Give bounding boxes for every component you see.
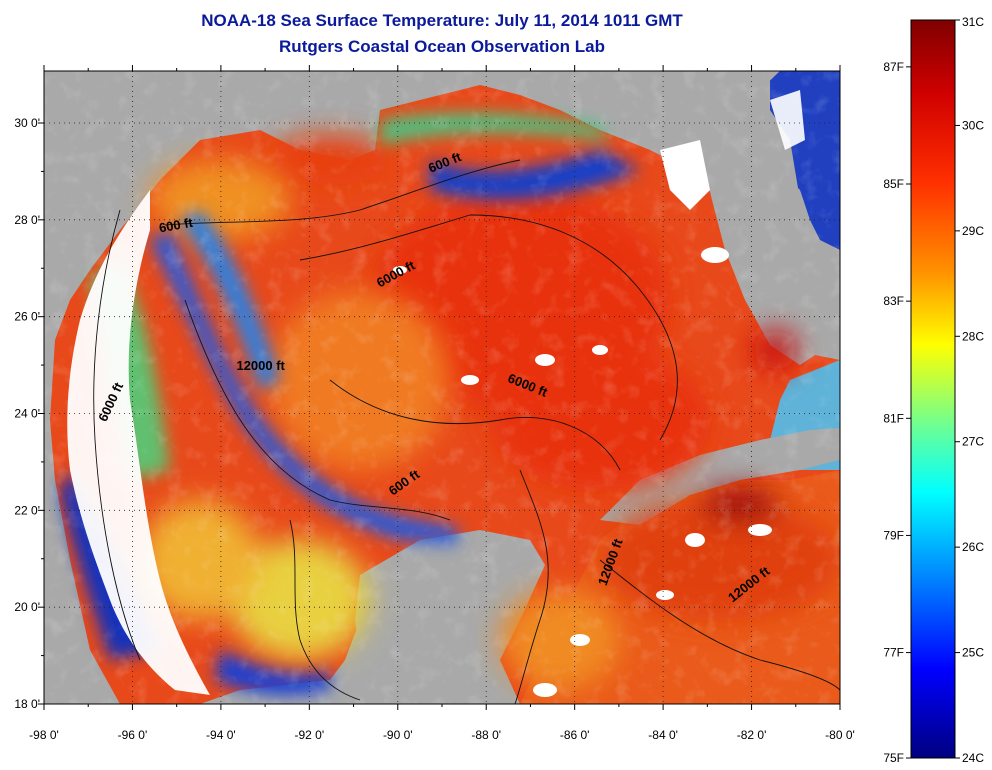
axis-ticks [38,65,841,710]
contour-label: 12000 ft [236,358,285,373]
colorbar-celsius-label: 27C [962,435,984,449]
lon-tick-label: -98 0' [29,728,59,742]
lat-tick-label: 30 0' [14,116,40,130]
contour-campeche [289,519,361,701]
colorbar-fahrenheit-label: 85F [883,177,904,191]
lon-tick-label: -92 0' [295,728,325,742]
lon-tick-label: -94 0' [206,728,236,742]
lat-tick-label: 24 0' [14,407,40,421]
colorbar-fahrenheit-label: 81F [883,411,904,425]
colorbar-celsius-label: 25C [962,646,984,660]
noise-texture [44,71,840,704]
colorbar-celsius-labels: 31C 30C 29C 28C 27C 26C 25C 24C [962,15,984,765]
graticule [44,71,840,704]
lat-tick-label: 18 0' [14,697,40,711]
colorbar-celsius-label: 29C [962,224,984,238]
contour-600-north [164,159,521,226]
colorbar-fahrenheit-label: 77F [883,646,904,660]
contour-12000 [329,379,621,471]
contour-label: 600 ft [158,215,195,236]
contour-600-west [93,209,141,661]
longitude-labels: -98 0' -96 0' -94 0' -92 0' -90 0' -88 0' -86 … [29,728,855,742]
lon-tick-label: -96 0' [118,728,148,742]
colorbar-celsius-label: 24C [962,751,984,765]
colorbar-fahrenheit-label: 87F [883,60,904,74]
map-subtitle: Rutgers Coastal Ocean Observation Lab [279,37,605,56]
colorbar-fahrenheit-label: 83F [883,294,904,308]
colorbar-celsius-label: 28C [962,329,984,343]
contour-cayman [599,559,840,691]
colorbar-celsius-label: 30C [962,118,984,132]
lat-tick-label: 26 0' [14,310,40,324]
colorbar-fahrenheit-label: 79F [883,528,904,542]
lon-tick-label: -86 0' [560,728,590,742]
lon-tick-label: -84 0' [648,728,678,742]
lon-tick-label: -88 0' [471,728,501,742]
colorbar-fahrenheit-labels: 87F 85F 83F 81F 79F 77F 75F [883,60,904,765]
contour-yucatan [514,469,549,704]
latitude-labels: 30 0' 28 0' 26 0' 24 0' 22 0' 20 0' 18 0' [14,116,40,711]
colorbar-fahrenheit-label: 75F [883,751,904,765]
lat-tick-label: 20 0' [14,600,40,614]
map-title: NOAA-18 Sea Surface Temperature: July 11… [201,11,683,30]
contour-6000-central [299,214,678,441]
contour-6000-west [184,299,451,521]
colorbar [910,19,956,759]
colorbar-celsius-label: 26C [962,540,984,554]
colorbar-celsius-label: 31C [962,15,984,29]
bathymetry-contours [93,159,840,704]
lat-tick-label: 22 0' [14,503,40,517]
lon-tick-label: -90 0' [383,728,413,742]
lon-tick-label: -82 0' [737,728,767,742]
colorbar-ticks [906,19,960,759]
lon-tick-label: -80 0' [825,728,855,742]
lat-tick-label: 28 0' [14,213,40,227]
